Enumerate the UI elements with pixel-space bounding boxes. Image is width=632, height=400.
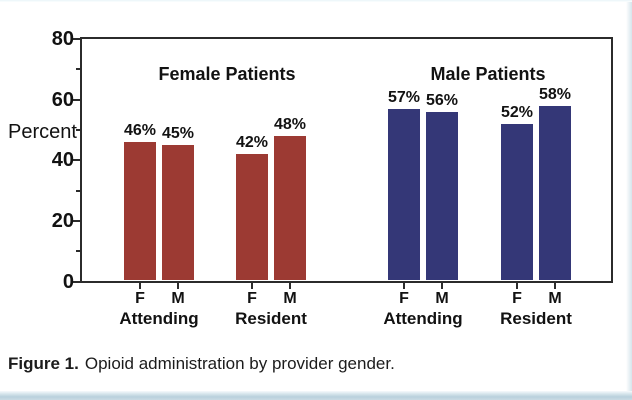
y-tick-minor xyxy=(76,68,81,71)
y-tick-major xyxy=(73,219,81,222)
bar-gender-label: M xyxy=(548,290,562,307)
plot-frame xyxy=(80,37,613,283)
y-tick-major xyxy=(73,280,81,283)
y-tick-label: 80 xyxy=(51,28,74,50)
x-tick xyxy=(516,283,518,289)
y-tick-label: 0 xyxy=(62,270,74,293)
bar-value-label: 45% xyxy=(161,125,195,143)
x-tick xyxy=(177,283,179,289)
x-tick xyxy=(403,283,405,289)
y-tick-minor xyxy=(76,189,81,192)
group-title-male-patients: Male Patients xyxy=(430,64,546,84)
bar-female-attending-f xyxy=(124,142,156,280)
provider-type-label: Resident xyxy=(500,309,572,328)
group-title-female-patients: Female Patients xyxy=(158,64,296,84)
bar-gender-label: F xyxy=(399,290,409,307)
bar-gender-label: F xyxy=(135,290,145,307)
bar-gender-label: F xyxy=(247,290,257,307)
page-border-top xyxy=(0,0,632,2)
bar-gender-label: F xyxy=(512,290,522,307)
x-tick xyxy=(139,283,141,289)
bar-value-label: 56% xyxy=(425,91,459,109)
bar-female-resident-f xyxy=(236,154,268,280)
bar-female-attending-m xyxy=(162,145,194,280)
y-axis-title: Percent xyxy=(8,121,77,143)
bar-male-attending-m xyxy=(426,111,458,280)
bar-male-resident-f xyxy=(501,123,533,280)
page-border-bottom xyxy=(0,391,632,400)
page-border-right xyxy=(626,2,632,393)
bar-gender-label: M xyxy=(283,290,297,307)
bar-male-resident-m xyxy=(539,105,571,280)
y-tick-minor xyxy=(76,128,81,131)
x-tick xyxy=(289,283,291,289)
provider-type-label: Resident xyxy=(235,309,307,328)
y-tick-label: 40 xyxy=(51,149,74,172)
y-tick-label: 60 xyxy=(51,88,74,111)
bar-value-label: 48% xyxy=(273,116,307,133)
provider-type-label: Attending xyxy=(383,309,463,328)
figure-caption-number: Figure 1. xyxy=(8,354,79,373)
bar-value-label: 42% xyxy=(235,134,269,152)
bar-female-resident-m xyxy=(274,136,306,280)
bar-value-label: 52% xyxy=(500,103,534,121)
bar-gender-label: M xyxy=(435,290,449,307)
y-tick-label: 20 xyxy=(51,209,74,232)
figure-caption-text: Opioid administration by provider gender… xyxy=(84,354,395,373)
bar-male-attending-f xyxy=(388,108,420,280)
x-tick xyxy=(441,283,443,289)
figure-caption: Figure 1. Opioid administration by provid… xyxy=(8,354,608,374)
bar-value-label: 58% xyxy=(538,85,572,103)
y-tick-major xyxy=(73,38,81,40)
y-tick-major xyxy=(73,159,81,162)
bar-value-label: 57% xyxy=(387,88,421,106)
y-tick-major xyxy=(73,98,81,101)
provider-type-label: Attending xyxy=(119,309,199,328)
x-tick xyxy=(554,283,556,289)
y-tick-minor xyxy=(76,250,81,253)
bar-value-label: 46% xyxy=(123,122,157,140)
bar-gender-label: M xyxy=(171,290,185,307)
x-tick xyxy=(251,283,253,289)
